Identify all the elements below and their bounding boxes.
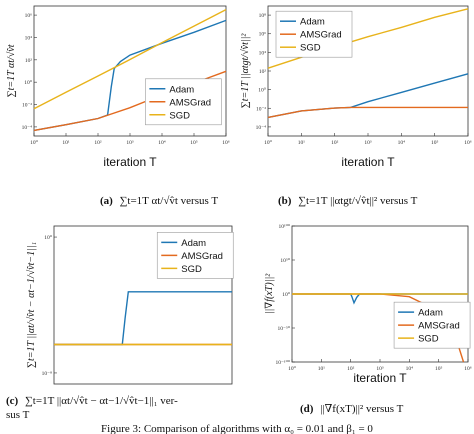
legend-label: Adam [418,308,443,319]
caption-c: (c) ∑t=1T ||αt/√v̂t − αt−1/√v̂t−1||₁ ver… [6,395,178,407]
legend-label: Adam [169,84,194,95]
x-tick-label: 10³ [126,140,134,146]
y-tick-label: 10⁸ [259,13,267,19]
y-tick-label: 10⁵⁰ [280,257,290,264]
x-tick-label: 10² [347,366,355,372]
panel-d: 10⁰ 10¹ 10² 10³ 10⁴ 10⁵ 10⁶ 10¹⁰⁰ 10⁵⁰ 10⁰ 10⁻⁵⁰ 10… [264,223,472,385]
caption-c-line2: sus T [6,409,30,421]
caption-a: (a) ∑t=1T αt/√v̂t versus T [100,195,218,207]
y-tick-label: 10⁰ [24,79,33,86]
legend-label: Adam [181,238,206,249]
legend-label: SGD [181,264,202,275]
figure-caption: Figure 3: Comparison of algorithms with … [101,423,373,434]
panel-c: 10⁻⁸ 10⁰ ∑t=1T ||αt/√v̂t − αt−1/√v̂t−1||₁ A… [26,225,234,385]
x-tick-label: 10⁵ [435,366,443,372]
x-tick-label: 10⁶ [464,140,472,146]
y-axis-label: ∑t=1T ||αtgt/√v̂t||² [240,33,251,109]
y-tick-label: 10² [25,58,33,64]
y-axis-label: ||∇f(xT)||² [264,273,275,314]
legend-label: SGD [169,110,190,121]
y-tick-label: 10⁴ [25,35,33,41]
y-axis-label: ∑t=1T ||αt/√v̂t − αt−1/√v̂t−1||₁ [26,242,37,368]
legend-label: SGD [300,43,321,54]
legend-label: AMSGrad [169,97,211,108]
caption-d: (d) ||∇f(xT)||² versus T [300,403,404,415]
y-tick-label: 10⁻⁵⁰ [277,325,290,332]
y-tick-label: 10⁰ [258,87,267,94]
y-tick-label: 10⁻⁸ [42,371,52,377]
x-tick-label: 10¹ [298,140,306,146]
y-tick-label: 10⁶ [259,32,267,38]
x-tick-label: 10³ [364,140,372,146]
y-tick-label: 10⁴ [259,50,267,56]
x-tick-label: 10⁰ [264,139,273,146]
x-tick-label: 10⁵ [190,140,198,146]
y-tick-label: 10¹⁰⁰ [278,223,290,230]
x-axis-label: iteration T [353,371,407,385]
x-tick-label: 10⁰ [30,139,39,146]
legend-label: Adam [300,17,325,28]
x-tick-label: 10¹ [62,140,70,146]
legend-label: AMSGrad [300,30,342,41]
x-tick-label: 10⁶ [222,140,230,146]
y-tick-label: 10⁶ [25,13,33,19]
x-axis-label: iteration T [103,155,157,169]
x-tick-label: 10² [94,140,102,146]
series-line-sgd [33,8,227,110]
y-tick-label: 10⁰ [44,234,53,241]
x-tick-label: 10² [331,140,339,146]
x-tick-label: 10⁴ [406,366,414,372]
y-tick-label: 10² [259,69,267,75]
legend-label: SGD [418,334,439,345]
y-tick-label: 10⁰ [282,291,291,298]
x-tick-label: 10⁵ [431,140,439,146]
y-tick-label: 10⁻⁴ [22,125,32,131]
x-tick-label: 10³ [376,366,384,372]
x-tick-label: 10⁶ [464,366,472,372]
legend-label: AMSGrad [418,321,460,332]
y-tick-label: 10⁻² [22,103,32,109]
panel-b: 10⁰ 10¹ 10² 10³ 10⁴ 10⁵ 10⁶ 10⁻⁴ 10⁻² 10⁰ 10² 10⁴ 10… [240,5,472,169]
caption-b: (b) ∑t=1T ||αtgt/√v̂t||² versus T [278,195,418,207]
x-tick-label: 10⁴ [158,140,166,146]
series-line-amsgrad [267,106,468,119]
x-tick-label: 10¹ [318,366,326,372]
y-axis-label: ∑t=1T αt/√v̂t [6,44,17,97]
panel-a: 10⁰ 10¹ 10² 10³ 10⁴ 10⁵ 10⁶ 10⁻⁴ 10⁻² 10⁰ 10² 10⁴ 10… [6,5,230,169]
y-tick-label: 10⁻⁴ [256,125,266,131]
x-tick-label: 10⁴ [398,140,406,146]
x-axis-label: iteration T [341,155,395,169]
legend-label: AMSGrad [181,251,223,262]
x-tick-label: 10⁰ [288,365,297,372]
y-tick-label: 10⁻¹⁰⁰ [276,359,291,366]
y-tick-label: 10⁻² [256,106,266,112]
